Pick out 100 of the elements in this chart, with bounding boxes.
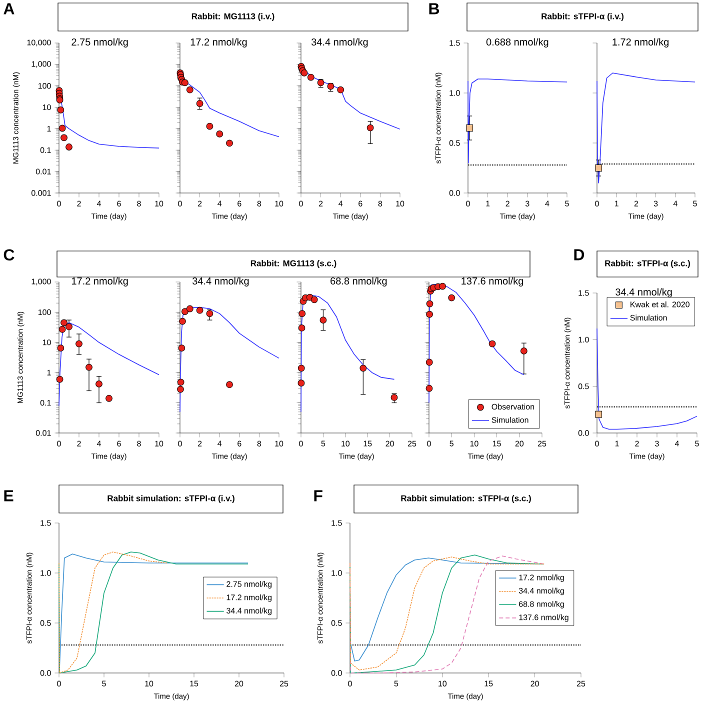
x-tick-label: 8 — [137, 440, 141, 446]
y-tick-label: 1.0 — [450, 90, 460, 96]
x-tick-label: 0 — [348, 680, 352, 686]
x-tick-label: 2 — [198, 440, 202, 446]
x-tick-label: 4 — [96, 200, 101, 206]
text: A — [4, 3, 14, 14]
y-tick-label: 100 — [38, 309, 51, 316]
x-tick-label: 2 — [198, 200, 202, 206]
y-tick-label: 10,000 — [27, 40, 51, 46]
x-tick-label: 3 — [655, 440, 659, 446]
x-tick-label: 2 — [77, 200, 81, 206]
x-tick-label: 10 — [155, 440, 164, 446]
annotation: 0.688 nmol/kg — [486, 38, 548, 48]
y-tick-label: 1.0 — [578, 336, 589, 342]
x-tick-label: 10 — [396, 200, 404, 206]
x-tick-label: 25 — [576, 680, 586, 686]
text: C — [4, 249, 14, 261]
y-tick-label: 100 — [38, 83, 51, 89]
x-tick-label: 10 — [145, 680, 154, 686]
y-tick-label: 0.0 — [331, 670, 342, 676]
y-tick-label: 10 — [42, 340, 51, 346]
x-tick-label: 5 — [321, 440, 326, 446]
x-tick-label: 4 — [218, 200, 222, 206]
y-tick-label: 0.001 — [31, 190, 51, 196]
y-tick-label: 0.0 — [449, 190, 460, 196]
x-tick-label: 25 — [408, 440, 416, 446]
x-tick-label: 20 — [386, 440, 394, 446]
x-tick-label: 5 — [695, 440, 699, 446]
legend-label: Kwak et al. 2020 — [630, 301, 690, 308]
annotation: 34.4 nmol/kg — [192, 277, 249, 287]
text: F — [314, 490, 322, 502]
annotation: 34.4 nmol/kg — [616, 288, 672, 298]
y-tick-label: 0.5 — [40, 620, 51, 626]
x-tick-label: 5 — [693, 200, 697, 206]
x-tick-label: 4 — [96, 440, 101, 446]
x-tick-label: 5 — [450, 440, 454, 446]
legend-label: 2.75 nmol/kg — [226, 581, 272, 589]
x-tick-label: 25 — [538, 440, 546, 446]
x-tick-label: 10 — [438, 680, 447, 686]
x-tick-label: 20 — [515, 440, 524, 446]
x-tick-label: 0 — [57, 680, 61, 686]
x-tick-label: 10 — [470, 440, 478, 446]
x-tick-label: 6 — [238, 440, 242, 446]
text: Rabbit: MG1113 (s.c.) — [250, 260, 336, 268]
x-tick-label: 0 — [427, 440, 431, 446]
legend-label: Simulation — [492, 416, 528, 423]
y-tick-label: 0.1 — [40, 400, 51, 406]
x-tick-label: 8 — [257, 200, 262, 206]
y-tick-label: 1.5 — [450, 40, 460, 46]
x-tick-label: 6 — [358, 200, 362, 206]
x-tick-label: 15 — [190, 680, 198, 686]
y-tick-label: 0.01 — [36, 430, 51, 436]
y-tick-label: 0.5 — [578, 384, 589, 390]
y-tick-label: 1.0 — [332, 570, 342, 576]
x-tick-label: 3 — [654, 200, 658, 206]
y-tick-label: 1.0 — [40, 570, 51, 576]
x-tick-label: 10 — [342, 440, 350, 446]
legend-label: 34.4 nmol/kg — [226, 608, 272, 616]
x-tick-label: 3 — [525, 200, 530, 206]
y-tick-label: 1.5 — [578, 290, 589, 296]
x-tick-label: 1 — [614, 200, 618, 206]
y-tick-label: 0.0 — [578, 430, 589, 436]
x-tick-label: 2 — [634, 200, 638, 206]
x-tick-label: 8 — [137, 200, 141, 206]
text: Rabbit: MG1113 (i.v.) — [192, 13, 274, 21]
legend-label: 137.6 nmol/kg — [519, 614, 568, 622]
y-tick-label: 0.01 — [36, 168, 51, 174]
x-tick-label: 20 — [234, 680, 244, 686]
y-tick-label: 1,000 — [32, 61, 51, 68]
y-tick-label: 0.1 — [40, 147, 51, 153]
annotation: 68.8 nmol/kg — [330, 277, 387, 287]
x-tick-label: 2 — [77, 440, 81, 446]
x-tick-label: 1 — [615, 440, 619, 446]
legend-label: 34.4 nmol/kg — [518, 588, 564, 596]
x-tick-label: 5 — [394, 680, 398, 686]
y-tick-label: 10 — [42, 104, 51, 110]
x-tick-label: 10 — [275, 200, 284, 206]
legend-label: 17.2 nmol/kg — [519, 574, 564, 582]
annotation: 137.6 nmol/kg — [462, 277, 523, 287]
x-tick-label: 15 — [484, 680, 493, 686]
legend-label: 17.2 nmol/kg — [226, 594, 272, 602]
x-tick-label: 2 — [506, 200, 510, 206]
annotation: 1.72 nmol/kg — [612, 38, 668, 48]
text: Rabbit: sTFPI-α (i.v.) — [542, 13, 624, 21]
text: D — [574, 249, 584, 260]
x-tick-label: 0 — [178, 440, 182, 446]
x-tick-label: 10 — [275, 440, 284, 446]
legend-label: Simulation — [630, 314, 667, 321]
y-tick-label: 0.0 — [40, 670, 51, 676]
x-tick-label: 5 — [565, 200, 569, 206]
x-tick-label: 8 — [378, 200, 382, 206]
y-tick-label: 1 — [47, 126, 51, 132]
x-tick-label: 15 — [492, 440, 501, 446]
legend-label: 68.8 nmol/kg — [519, 600, 564, 608]
y-tick-label: 1.5 — [40, 520, 51, 526]
x-tick-label: 4 — [218, 440, 222, 446]
x-tick-label: 2 — [318, 200, 323, 206]
chart-title: Rabbit: sTFPI-α (s.c.) — [605, 260, 690, 268]
x-tick-label: 4 — [674, 440, 679, 446]
y-tick-label: 0.5 — [331, 620, 342, 626]
